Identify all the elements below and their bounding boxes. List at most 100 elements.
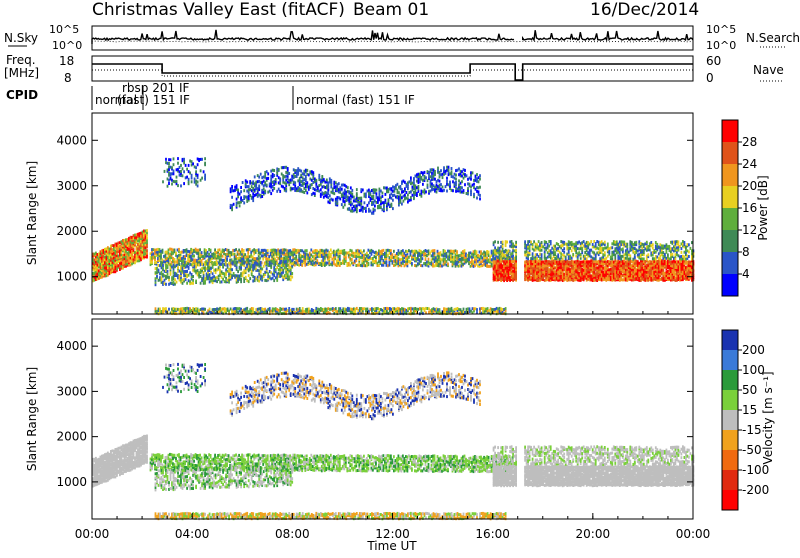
power-cell	[279, 190, 281, 193]
power-cell	[279, 261, 281, 264]
power-cell	[267, 177, 269, 180]
power-cell	[602, 270, 604, 273]
power-cell	[146, 245, 148, 248]
power-cell	[667, 253, 669, 256]
power-cell	[266, 184, 268, 187]
power-cell	[236, 261, 238, 264]
power-cell	[681, 251, 683, 254]
power-cell	[422, 251, 424, 254]
power-cell	[270, 265, 272, 268]
nave-tick-top: 60	[706, 54, 721, 68]
power-cell	[333, 192, 335, 195]
power-cell	[237, 189, 239, 192]
power-cell	[351, 189, 353, 192]
power-cell	[374, 209, 376, 212]
power-cell	[494, 240, 496, 243]
power-cell	[410, 176, 412, 179]
power-cell	[360, 202, 362, 205]
power-cell	[321, 175, 323, 178]
power-cell	[382, 192, 384, 195]
power-cell	[422, 264, 424, 267]
power-cell	[279, 177, 281, 180]
power-cell	[506, 257, 508, 260]
power-cell	[688, 255, 690, 258]
power-cell	[230, 265, 232, 268]
power-cell	[456, 250, 458, 253]
power-cell	[167, 270, 169, 273]
cpid-segment-fast: (fast) 151 IF	[117, 93, 190, 107]
power-cell	[649, 248, 651, 251]
power-cell	[252, 199, 254, 202]
power-cell	[181, 251, 183, 254]
power-cell	[413, 181, 415, 184]
power-cell	[240, 196, 242, 199]
power-cell	[400, 185, 402, 188]
power-cell	[635, 241, 637, 244]
freq-tick-bottom: 8	[64, 71, 72, 85]
power-cell	[339, 258, 341, 261]
power-cell	[382, 195, 384, 198]
power-cell	[215, 271, 217, 274]
power-cell	[392, 253, 394, 256]
power-cell	[146, 229, 148, 232]
power-cell	[502, 245, 504, 248]
power-cell	[291, 272, 293, 275]
power-cell	[364, 201, 366, 204]
power-cell	[662, 251, 664, 254]
power-cell	[563, 247, 565, 250]
power-cell	[301, 260, 303, 263]
power-cell	[602, 247, 604, 250]
power-cell	[362, 189, 364, 192]
power-cell	[447, 263, 449, 266]
power-cell	[614, 257, 616, 260]
power-cell	[542, 245, 544, 248]
power-cell	[629, 254, 631, 257]
power-cell	[246, 181, 248, 184]
power-cell	[332, 199, 334, 202]
power-cell	[178, 248, 180, 251]
power-cell	[269, 261, 271, 264]
power-cell	[264, 174, 266, 177]
date-label: 16/Dec/2014	[590, 0, 699, 20]
power-cell	[267, 172, 269, 175]
power-cell	[542, 274, 544, 277]
power-cell	[468, 258, 470, 261]
power-cell	[401, 203, 403, 206]
power-cell	[290, 278, 292, 281]
power-cell	[376, 189, 378, 192]
power-cell	[602, 242, 604, 245]
power-cell	[243, 201, 245, 204]
power-cell	[254, 175, 256, 178]
power-cell	[278, 168, 280, 171]
power-cell	[672, 253, 674, 256]
power-cell	[261, 267, 263, 270]
power-cell	[362, 206, 364, 209]
power-cell	[302, 190, 304, 193]
power-cell	[515, 262, 517, 265]
power-cell	[407, 194, 409, 197]
power-cell	[242, 262, 244, 265]
power-cell	[249, 277, 251, 280]
power-cell	[571, 249, 573, 252]
power-cell	[392, 207, 394, 210]
power-cell	[406, 191, 408, 194]
power-cell	[258, 185, 260, 188]
power-cell	[376, 192, 378, 195]
power-cell	[365, 195, 367, 198]
power-cell	[275, 178, 277, 181]
power-cell	[231, 196, 233, 199]
power-cell	[397, 183, 399, 186]
power-cell	[182, 279, 184, 282]
power-cell	[662, 279, 664, 282]
power-cell	[626, 243, 628, 246]
power-cell	[562, 258, 564, 261]
freq-label-2: [MHz]	[4, 66, 39, 80]
power-cell	[368, 262, 370, 265]
power-cell	[542, 267, 544, 270]
power-cell	[243, 249, 245, 252]
power-cell	[400, 194, 402, 197]
power-cell	[306, 169, 308, 172]
power-cell	[434, 249, 436, 252]
power-cell	[236, 204, 238, 207]
power-cell	[239, 204, 241, 207]
